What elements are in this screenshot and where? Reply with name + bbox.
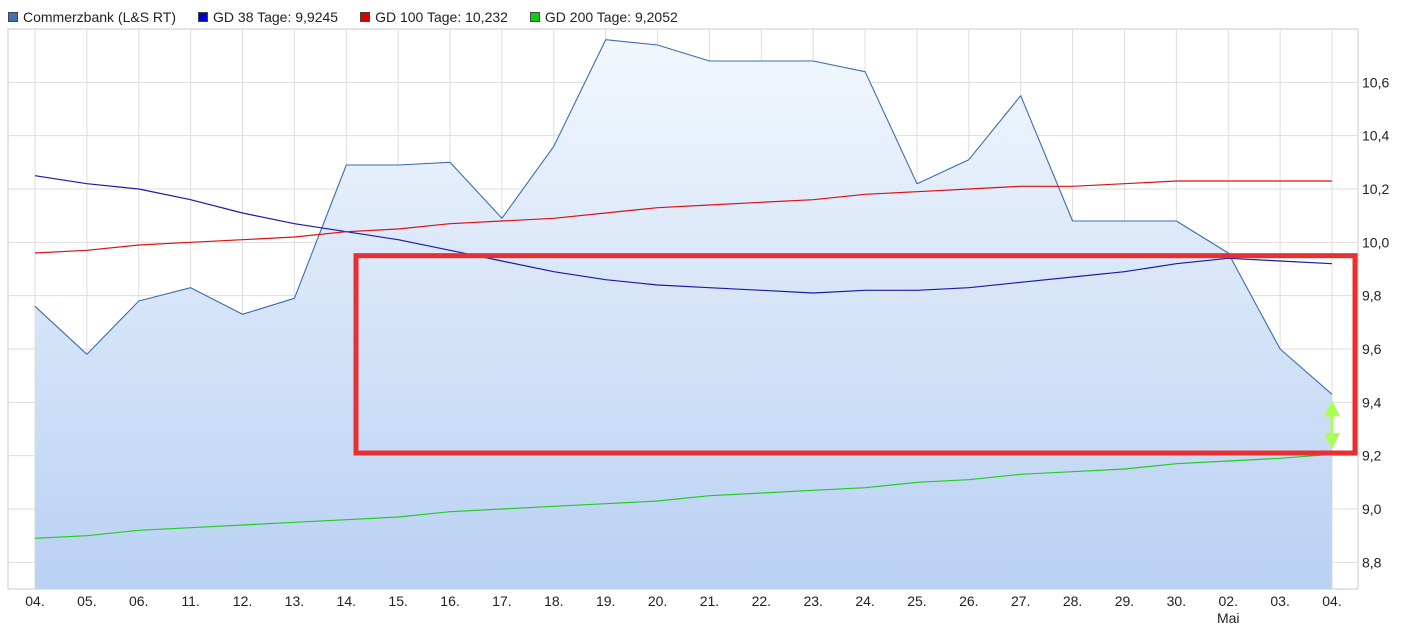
x-tick-label: 06. xyxy=(129,593,148,609)
x-tick-label: 27. xyxy=(1011,593,1030,609)
x-tick-label: 16. xyxy=(440,593,459,609)
x-tick-label: 04. xyxy=(1322,593,1341,609)
highlight-rectangle xyxy=(353,253,1358,456)
x-tick-label: 20. xyxy=(648,593,667,609)
y-tick-label: 10,4 xyxy=(1362,128,1389,144)
x-tick-label: 29. xyxy=(1115,593,1134,609)
x-tick-label: 18. xyxy=(544,593,563,609)
x-tick-label: 05. xyxy=(77,593,96,609)
x-tick-label: 03. xyxy=(1270,593,1289,609)
legend-swatch-icon xyxy=(8,12,18,22)
legend-label: GD 100 Tage: 10,232 xyxy=(375,9,508,25)
legend-item: GD 38 Tage: 9,9245 xyxy=(198,9,338,25)
y-tick-label: 9,0 xyxy=(1362,501,1382,517)
x-tick-label: 17. xyxy=(492,593,511,609)
x-tick-label: 02. xyxy=(1219,593,1238,609)
x-tick-label: 26. xyxy=(959,593,978,609)
gd100-line xyxy=(34,180,1332,254)
y-tick-label: 10,2 xyxy=(1362,181,1389,197)
y-tick-label: 9,2 xyxy=(1362,448,1382,464)
legend-item: GD 200 Tage: 9,2052 xyxy=(529,9,678,25)
y-tick-label: 9,6 xyxy=(1362,341,1382,357)
legend-swatch-icon xyxy=(360,12,371,22)
x-tick-label: 24. xyxy=(855,593,874,609)
legend-item: GD 100 Tage: 10,232 xyxy=(360,9,508,25)
legend-item: Commerzbank (L&S RT) xyxy=(8,9,176,25)
x-tick-label: 14. xyxy=(337,593,356,609)
x-month-label: Mai xyxy=(1217,610,1240,626)
double-arrow-up-icon xyxy=(1324,400,1340,417)
y-tick-label: 10,6 xyxy=(1362,74,1389,90)
x-tick-label: 25. xyxy=(907,593,926,609)
y-tick-label: 9,4 xyxy=(1362,394,1382,410)
x-tick-label: 11. xyxy=(181,593,199,609)
x-tick-label: 15. xyxy=(388,593,407,609)
legend-swatch-icon xyxy=(529,12,540,22)
x-tick-label: 23. xyxy=(803,593,822,609)
x-tick-label: 21. xyxy=(700,593,719,609)
legend-label: Commerzbank (L&S RT) xyxy=(23,9,177,25)
legend-label: GD 38 Tage: 9,9245 xyxy=(213,9,339,25)
legend: Commerzbank (L&S RT) GD 38 Tage: 9,9245 GD… xyxy=(8,8,700,26)
gd38-line xyxy=(34,175,1333,294)
double-arrow-down-icon xyxy=(1324,433,1340,449)
y-tick-label: 9,8 xyxy=(1362,288,1382,304)
x-tick-label: 12. xyxy=(233,593,252,609)
x-tick-label: 30. xyxy=(1167,593,1186,609)
x-tick-label: 04. xyxy=(25,593,44,609)
x-tick-label: 22. xyxy=(752,593,771,609)
y-tick-label: 8,8 xyxy=(1362,554,1382,570)
x-tick-label: 28. xyxy=(1063,593,1082,609)
gd200-line xyxy=(34,453,1333,539)
legend-label: GD 200 Tage: 9,2052 xyxy=(544,9,678,25)
x-tick-label: 19. xyxy=(596,593,615,609)
x-tick-label: 13. xyxy=(285,593,304,609)
y-tick-label: 10,0 xyxy=(1362,234,1389,250)
price-line xyxy=(34,39,1333,395)
legend-swatch-icon xyxy=(198,12,209,22)
